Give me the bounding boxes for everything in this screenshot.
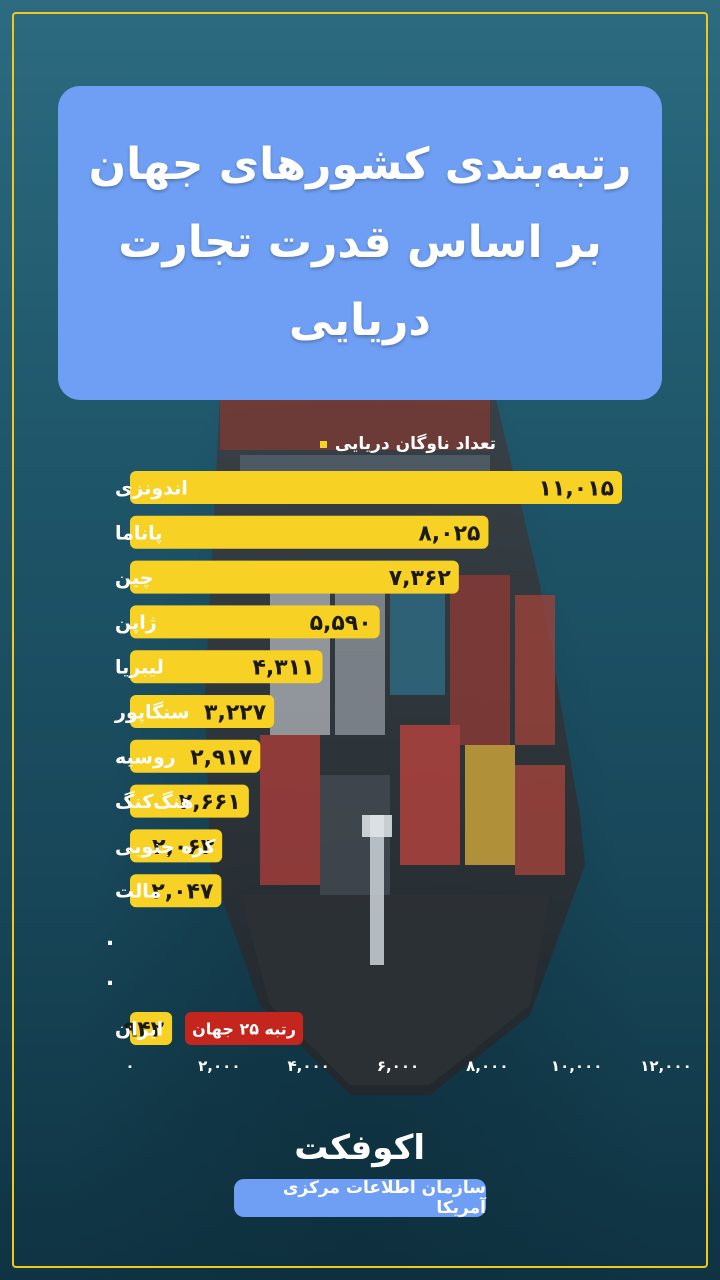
bar-4	[130, 650, 323, 684]
category-label-2: چین	[115, 567, 154, 589]
category-label-0: اندونزی	[115, 478, 188, 500]
x-tick-label-4: ۸,۰۰۰	[466, 1057, 508, 1075]
category-label-9: مالت	[115, 881, 161, 903]
category-label-1: پاناما	[115, 522, 162, 544]
source-badge: سازمان اطلاعات مرکزی آمریکا	[234, 1178, 486, 1218]
bar-value-label-0: ۱۱,۰۱۵	[539, 477, 615, 502]
bar-2	[130, 560, 459, 594]
bar-value-label-7: ۲,۶۶۱	[179, 790, 241, 815]
bar-value-label-2: ۷,۳۶۲	[389, 566, 452, 591]
rank-annotation-badge	[185, 1012, 304, 1045]
bar-10	[130, 1012, 173, 1045]
x-tick-label-0: ۰	[125, 1057, 134, 1075]
title-line-2: بر اساس قدرت تجارت دریایی	[118, 217, 602, 346]
bar-value-label-10: ۹۴۲	[124, 1018, 165, 1043]
category-label-8: کره جنوبی	[115, 836, 216, 858]
bar-3	[130, 605, 380, 639]
bar-value-label-3: ۵,۵۹۰	[310, 611, 372, 636]
bar-value-label-9: ۲,۰۴۷	[151, 880, 214, 905]
bar-9	[130, 874, 222, 908]
title-line-1: رتبه‌بندی کشورهای جهان	[88, 139, 632, 190]
bar-8	[130, 829, 223, 863]
bar-6	[130, 739, 261, 773]
bar-value-label-5: ۳,۲۲۷	[204, 701, 267, 726]
bar-7	[130, 784, 249, 818]
bar-value-label-1: ۸,۰۲۵	[418, 521, 480, 546]
bar-value-label-6: ۲,۹۱۷	[190, 745, 253, 770]
brand-logo: اکوفکت	[294, 1128, 426, 1168]
legend-label: تعداد ناوگان دریایی	[334, 434, 496, 454]
legend-swatch	[319, 440, 327, 448]
bar-value-label-8: ۲,۰۶۳	[152, 835, 215, 860]
rank-annotation-text: رتبه ۲۵ جهان	[192, 1020, 296, 1039]
bar-1	[130, 515, 489, 549]
category-label-3: ژاپن	[115, 612, 157, 634]
bar-0	[130, 471, 623, 504]
x-tick-label-6: ۱۲,۰۰۰	[640, 1057, 691, 1075]
bar-value-label-4: ۴,۳۱۱	[252, 656, 314, 681]
bar-5	[130, 695, 275, 728]
x-tick-label-2: ۴,۰۰۰	[288, 1057, 330, 1075]
gap-marker-0: .	[106, 926, 114, 951]
category-label-7: هنگ‌کنگ	[115, 790, 194, 813]
x-tick-label-3: ۶,۰۰۰	[377, 1057, 419, 1075]
category-label-10: ایران	[115, 1019, 163, 1041]
chart-legend: تعداد ناوگان دریایی	[300, 430, 496, 458]
x-tick-label-5: ۱۰,۰۰۰	[551, 1057, 602, 1075]
category-label-5: سنگاپور	[114, 701, 190, 724]
category-label-4: لیبریا	[115, 657, 164, 679]
x-tick-label-1: ۲,۰۰۰	[198, 1057, 240, 1075]
title-card: رتبه‌بندی کشورهای جهان بر اساس قدرت تجار…	[58, 86, 662, 400]
category-label-6: روسیه	[115, 746, 176, 768]
gap-marker-1: .	[106, 966, 114, 991]
